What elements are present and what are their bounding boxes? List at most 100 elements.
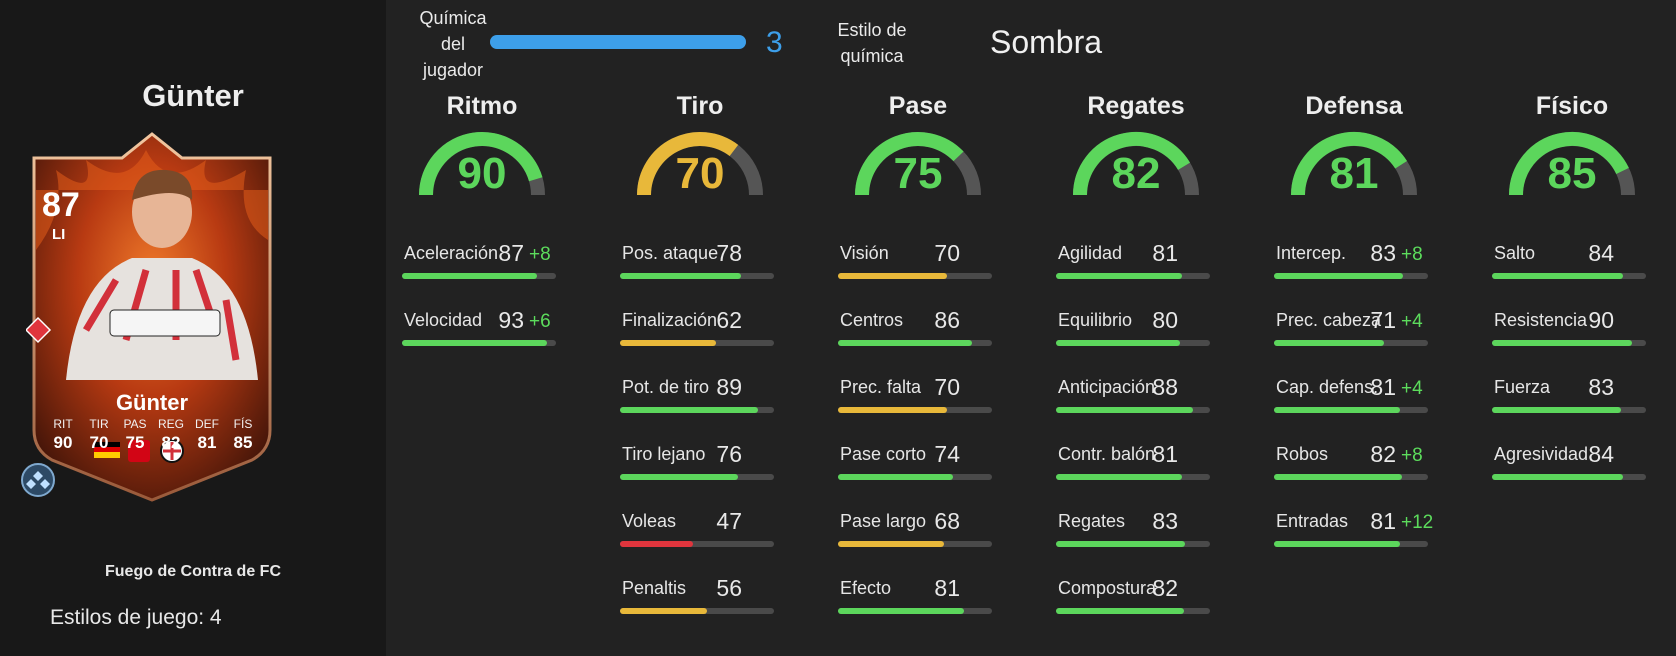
stat-bar-fill (1056, 273, 1182, 279)
stat-value: 70 (934, 240, 960, 266)
stat-value: 81 (1152, 441, 1178, 467)
stat-row[interactable]: Finalización 62 (620, 307, 780, 350)
column-pase: Pase 75 Visión 70 Centros 86 Prec. falta 70 Pase… (838, 92, 998, 614)
stats-panel (386, 0, 1676, 656)
stat-bar-fill (620, 608, 708, 614)
stat-row[interactable]: Pot. de tiro 89 (620, 374, 780, 417)
playstyles-count[interactable]: Estilos de juego: 4 (50, 606, 222, 629)
stat-name: Intercep. (1276, 243, 1347, 263)
category-title: Defensa (1305, 92, 1403, 120)
category-value: 90 (457, 149, 507, 198)
stat-row[interactable]: Efecto 81 (838, 575, 998, 618)
stat-bar (1056, 474, 1210, 480)
stat-bar (838, 608, 992, 614)
player-card[interactable] (26, 130, 278, 502)
stat-bar-fill (1056, 608, 1184, 614)
stat-name: Efecto (840, 578, 892, 598)
stat-bonus: +12 (1401, 512, 1434, 533)
stat-bar-fill (1274, 407, 1400, 413)
category-value: 82 (1111, 149, 1161, 198)
stat-row[interactable]: Aceleración 87 +8 (402, 240, 562, 283)
stat-row[interactable]: Resistencia 90 (1492, 307, 1652, 350)
stat-row[interactable]: Pos. ataque 78 (620, 240, 780, 283)
card-position: LI (52, 226, 66, 243)
stat-name: Pase corto (840, 444, 927, 464)
stat-bar (620, 474, 774, 480)
stat-name: Voleas (622, 511, 677, 531)
stat-value: 89 (716, 374, 742, 400)
stat-row[interactable]: Penaltis 56 (620, 575, 780, 618)
category-value: 81 (1329, 149, 1379, 198)
stat-row[interactable]: Fuerza 83 (1492, 374, 1652, 417)
stat-name: Finalización (622, 310, 718, 330)
category-value: 85 (1547, 149, 1597, 198)
stat-value: 71 (1370, 307, 1396, 333)
category-title: Físico (1535, 92, 1609, 120)
stat-bar (1056, 541, 1210, 547)
stat-value: 68 (934, 508, 960, 534)
stat-row[interactable]: Velocidad 93 +6 (402, 307, 562, 350)
stat-bar (838, 541, 992, 547)
stat-bar (620, 340, 774, 346)
stat-value: 82 (1370, 441, 1396, 467)
stat-row[interactable]: Intercep. 83 +8 (1274, 240, 1434, 283)
stat-row[interactable]: Regates 83 (1056, 508, 1216, 551)
stat-row[interactable]: Visión 70 (838, 240, 998, 283)
stat-value: 86 (934, 307, 960, 333)
stat-name: Compostura (1058, 578, 1157, 598)
stat-row[interactable]: Voleas 47 (620, 508, 780, 551)
stat-row[interactable]: Agresividad 84 (1492, 441, 1652, 484)
stat-name: Cap. defens. (1276, 377, 1379, 397)
stat-name: Pase largo (840, 511, 927, 531)
stat-bar (838, 407, 992, 413)
stat-name: Pot. de tiro (622, 377, 710, 397)
player-panel: Günter 87 LI Günter RIT 90 (0, 0, 386, 656)
stat-bar (620, 541, 774, 547)
stat-row[interactable]: Anticipación 88 (1056, 374, 1216, 417)
stat-bonus: +8 (1401, 244, 1423, 265)
stat-row[interactable]: Prec. cabeza 71 +4 (1274, 307, 1434, 350)
stat-row[interactable]: Contr. balón 81 (1056, 441, 1216, 484)
stat-bonus: +4 (1401, 311, 1423, 332)
player-hair (132, 169, 193, 200)
stat-bar (620, 407, 774, 413)
stat-bonus: +8 (1401, 445, 1423, 466)
chem-style-value[interactable]: Sombra (990, 24, 1103, 60)
category-gauge: 70 (635, 129, 765, 209)
stat-row[interactable]: Pase largo 68 (838, 508, 998, 551)
stat-bar-fill (620, 273, 742, 279)
shirt-pattern (82, 268, 240, 361)
stat-value: 81 (1152, 240, 1178, 266)
stat-name: Agresividad (1494, 444, 1589, 464)
stat-value: 80 (1152, 307, 1178, 333)
stat-row[interactable]: Pase corto 74 (838, 441, 998, 484)
stat-row[interactable]: Cap. defens. 81 +4 (1274, 374, 1434, 417)
stat-value: 82 (1152, 575, 1178, 601)
stat-bar-fill (1274, 474, 1402, 480)
stat-name: Penaltis (622, 578, 687, 598)
stat-value: 70 (934, 374, 960, 400)
stat-row[interactable]: Centros 86 (838, 307, 998, 350)
stat-bar-fill (1492, 340, 1632, 346)
chemistry-bar (490, 35, 746, 49)
stat-row[interactable]: Robos 82 +8 (1274, 441, 1434, 484)
playstyle-badge-icon[interactable] (20, 462, 56, 498)
chemistry-label: Química del jugador (419, 8, 487, 80)
stat-row[interactable]: Prec. falta 70 (838, 374, 998, 417)
stat-value: 78 (716, 240, 742, 266)
stat-name: Regates (1058, 511, 1126, 531)
stat-row[interactable]: Equilibrio 80 (1056, 307, 1216, 350)
stat-name: Contr. balón (1058, 444, 1156, 464)
stat-row[interactable]: Compostura 82 (1056, 575, 1216, 618)
stat-bar-fill (838, 340, 972, 346)
card-flames (36, 150, 268, 250)
stat-row[interactable]: Tiro lejano 76 (620, 441, 780, 484)
stat-bar (1274, 273, 1428, 279)
league-logo (128, 440, 150, 462)
stat-row[interactable]: Salto 84 (1492, 240, 1652, 283)
stat-bar (1492, 340, 1646, 346)
stat-row[interactable]: Entradas 81 +12 (1274, 508, 1434, 551)
stat-row[interactable]: Agilidad 81 (1056, 240, 1216, 283)
gauge-fill (855, 132, 964, 196)
stat-name: Robos (1276, 444, 1329, 464)
